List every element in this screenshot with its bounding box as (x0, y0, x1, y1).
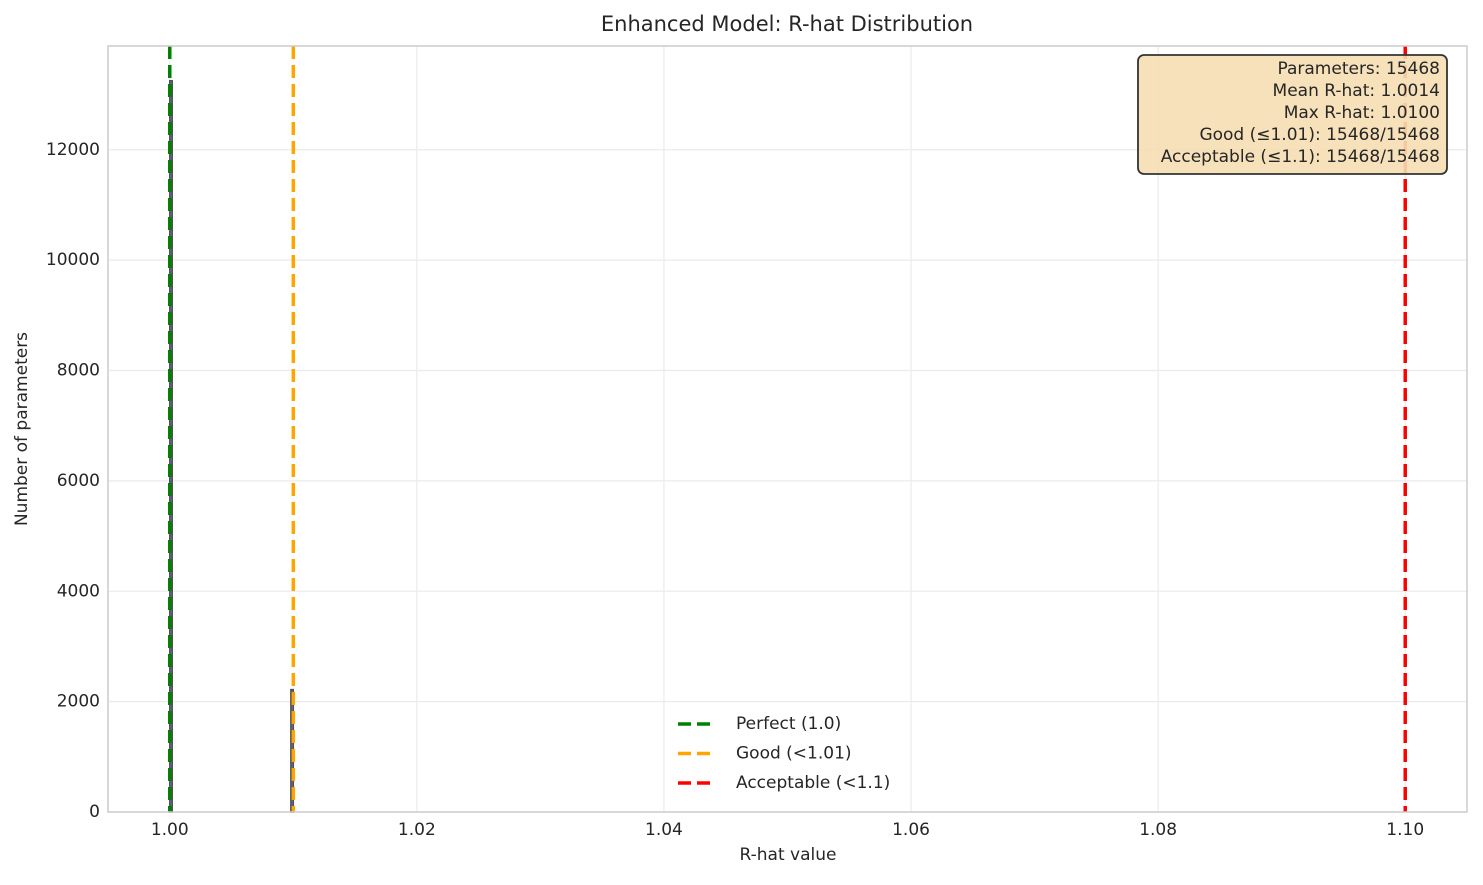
y-tick-label: 12000 (46, 140, 100, 160)
x-tick-label: 1.02 (398, 820, 436, 840)
info-box (1137, 54, 1448, 175)
x-tick-label: 1.04 (645, 820, 683, 840)
y-tick-label: 2000 (57, 692, 100, 712)
info-text: Parameters: 15468 (1277, 59, 1440, 79)
y-axis-label: Number of parameters (12, 332, 32, 526)
x-tick-label: 1.06 (892, 820, 930, 840)
legend-label: Perfect (1.0) (736, 714, 841, 734)
info-text: Max R-hat: 1.0100 (1284, 103, 1440, 123)
x-axis-label: R-hat value (740, 845, 837, 865)
legend-label: Acceptable (<1.1) (736, 773, 890, 793)
info-text: Acceptable (≤1.1): 15468/15468 (1161, 147, 1440, 167)
y-tick-label: 6000 (57, 471, 100, 491)
info-text: Good (≤1.01): 15468/15468 (1199, 125, 1440, 145)
x-tick-label: 1.10 (1386, 820, 1424, 840)
x-tick-label: 1.08 (1139, 820, 1177, 840)
y-tick-label: 0 (89, 802, 100, 822)
x-tick-label: 1.00 (151, 820, 189, 840)
legend-label: Good (<1.01) (736, 744, 852, 764)
info-text: Mean R-hat: 1.0014 (1273, 81, 1440, 101)
y-tick-label: 4000 (57, 581, 100, 601)
y-tick-label: 10000 (46, 250, 100, 270)
y-tick-label: 8000 (57, 361, 100, 381)
chart-title: Enhanced Model: R-hat Distribution (601, 12, 973, 36)
plot-frame (107, 45, 1468, 813)
